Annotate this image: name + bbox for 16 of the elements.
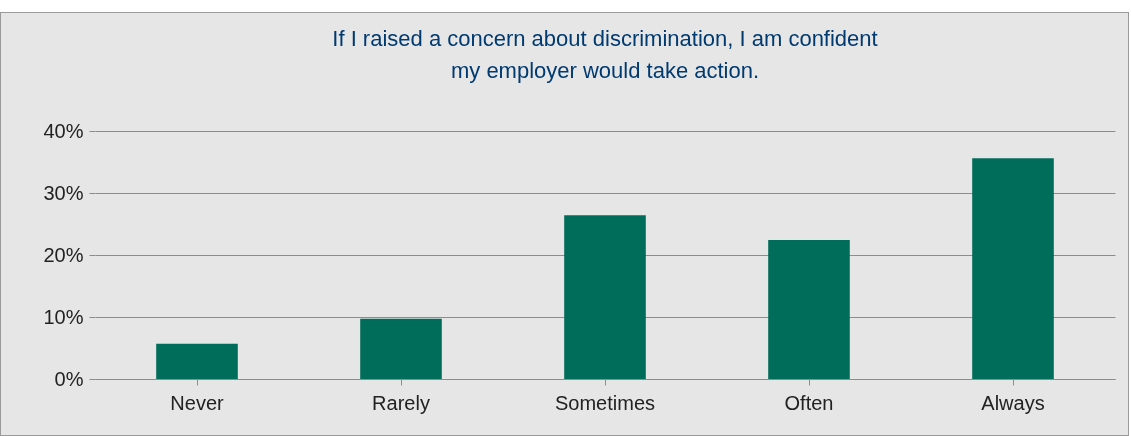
y-tick-label: 10% [43, 305, 84, 328]
x-tick-label: Never [170, 391, 225, 414]
x-tick-label: Rarely [372, 391, 430, 414]
bar [156, 343, 238, 379]
y-tick-label: 20% [43, 243, 84, 266]
bar [768, 240, 850, 379]
y-tick-label: 0% [54, 367, 84, 390]
x-tick-label: Often [784, 391, 834, 414]
bar [360, 318, 442, 379]
x-tick-label: Sometimes [554, 391, 656, 414]
y-tick-label: 30% [43, 181, 84, 204]
bar [564, 215, 646, 379]
bar [972, 158, 1054, 379]
x-tick-label: Always [981, 391, 1045, 414]
y-tick-label: 40% [43, 119, 84, 142]
chart-title: If I raised a concern about discrimination, I am confident my employer would take action. [332, 26, 878, 83]
